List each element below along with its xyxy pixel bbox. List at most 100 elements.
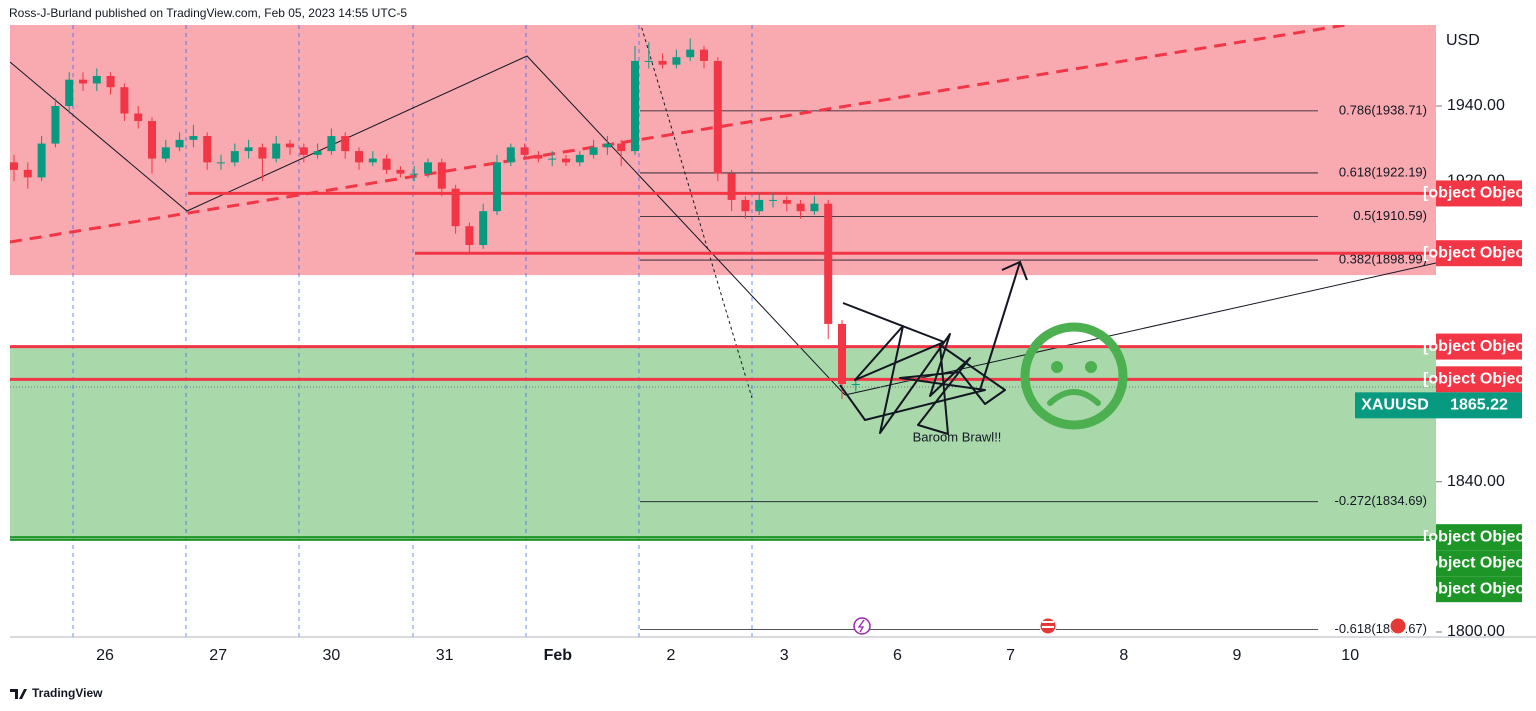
- plot-area: 0.786(1938.71) 0.618(1922.19) 0.5(1910.59)…: [10, 25, 1436, 637]
- price-tag-label: [object Object]: [1423, 185, 1535, 202]
- candle-body: [65, 79, 74, 107]
- price-tag: [1436, 550, 1522, 577]
- candle-body: [424, 162, 432, 174]
- y-tick-label: 1800.00: [1447, 623, 1505, 640]
- candle-body: [810, 203, 819, 212]
- price-tag: [1436, 524, 1522, 551]
- brand-name: TradingView: [32, 686, 103, 700]
- candle-body: [631, 60, 639, 152]
- x-tick-label: 6: [893, 647, 902, 664]
- x-tick-label: 31: [436, 647, 454, 664]
- candle-body: [644, 60, 653, 62]
- candle-body: [603, 143, 612, 148]
- arrow-head: [1001, 260, 1028, 281]
- fib-label: -0.618(1800.67): [1334, 621, 1427, 636]
- event-icon-glyph: [857, 619, 865, 633]
- event-icon[interactable]: [1389, 617, 1407, 635]
- trend-line: [10, 55, 846, 396]
- candle-body: [37, 143, 46, 178]
- price-tag: [1436, 392, 1522, 419]
- byline: Ross-J-Burland published on TradingView.…: [9, 6, 407, 20]
- x-tick-label: 27: [209, 647, 227, 664]
- x-tick-label: 26: [96, 647, 114, 664]
- zone: [10, 25, 1436, 276]
- candle-body: [230, 151, 239, 163]
- trend-line: [10, 25, 1346, 244]
- candle-body: [824, 203, 833, 324]
- candle-body: [299, 147, 308, 155]
- candle-body: [465, 226, 474, 246]
- price-tag-label: [object Object]: [1423, 554, 1535, 571]
- fib-label: 0.786(1938.71): [1339, 102, 1427, 117]
- x-tick-label: 2: [667, 647, 676, 664]
- candle-body: [713, 60, 722, 174]
- symbol-tag: [1355, 392, 1436, 419]
- price-tag: [1436, 366, 1522, 393]
- candle-body: [189, 136, 198, 140]
- price-axis: 1940.001920.001860.001840.001800.00[obje…: [1355, 97, 1535, 640]
- candle-body: [23, 169, 32, 178]
- event-icon[interactable]: [853, 617, 871, 635]
- candle-body: [341, 136, 350, 152]
- sad-face: [1020, 322, 1128, 430]
- price-tag-label: [object Object]: [1423, 244, 1535, 261]
- price-tag-label: [object Object]: [1423, 371, 1535, 388]
- candle-body: [782, 199, 791, 204]
- x-tick-label: 8: [1119, 647, 1128, 664]
- candle-body: [410, 173, 419, 175]
- candle-body: [686, 49, 695, 58]
- candle-body: [479, 211, 488, 246]
- candle-body: [534, 154, 543, 159]
- sad-face-eye: [1051, 361, 1063, 373]
- brand: TradingView: [10, 686, 103, 700]
- price-tag-label: [object Object]: [1423, 338, 1535, 355]
- candle-body: [769, 199, 777, 201]
- candle-body: [451, 188, 460, 227]
- candle-body: [106, 75, 115, 88]
- candle-body: [548, 158, 557, 160]
- candle-body: [355, 151, 363, 163]
- currency-label: USD: [1446, 32, 1480, 49]
- price-tag: [1436, 180, 1522, 207]
- annotation: Baroom Brawl!!: [913, 429, 1002, 444]
- price-tag: [1436, 333, 1522, 360]
- candle-body: [272, 143, 281, 159]
- y-tick-label: 1940.00: [1447, 97, 1505, 114]
- flag-stripe: [1042, 621, 1054, 623]
- candle-body: [10, 162, 18, 170]
- candle-body: [796, 203, 805, 212]
- candle-body: [134, 113, 143, 122]
- trend-line: [640, 25, 753, 399]
- candle-body: [368, 158, 377, 163]
- candle-body: [658, 60, 667, 65]
- price-tag-label: [object Object]: [1423, 528, 1535, 545]
- symbol-tag-label: XAUUSD: [1361, 397, 1429, 414]
- candle-body: [175, 139, 184, 148]
- candle-body: [203, 136, 212, 163]
- brand-logo: [10, 689, 27, 699]
- sad-face-mouth: [1047, 389, 1101, 406]
- event-icons: [853, 617, 1407, 635]
- sad-face-eye: [1085, 361, 1097, 373]
- y-tick-label: 1840.00: [1447, 473, 1505, 490]
- x-tick-label: 10: [1341, 647, 1359, 664]
- candle-body: [700, 49, 708, 61]
- candle-body: [741, 199, 750, 212]
- candle-body: [286, 143, 294, 148]
- fib-label: -0.272(1834.69): [1334, 493, 1427, 508]
- candle-body: [838, 323, 846, 385]
- zone: [10, 346, 1436, 538]
- x-tick-label: 3: [780, 647, 789, 664]
- price-tag: [1436, 240, 1522, 267]
- candle-body: [382, 158, 391, 170]
- candle-body: [562, 158, 570, 163]
- price-tag: [1436, 576, 1522, 603]
- candle-body: [437, 162, 446, 189]
- candle-body: [851, 384, 860, 386]
- candle-body: [575, 154, 584, 163]
- fib-label: 0.5(1910.59): [1353, 208, 1427, 223]
- x-tick-label: Feb: [544, 647, 573, 664]
- candle-body: [51, 106, 60, 144]
- candle-body: [148, 121, 156, 159]
- candle-body: [493, 162, 501, 212]
